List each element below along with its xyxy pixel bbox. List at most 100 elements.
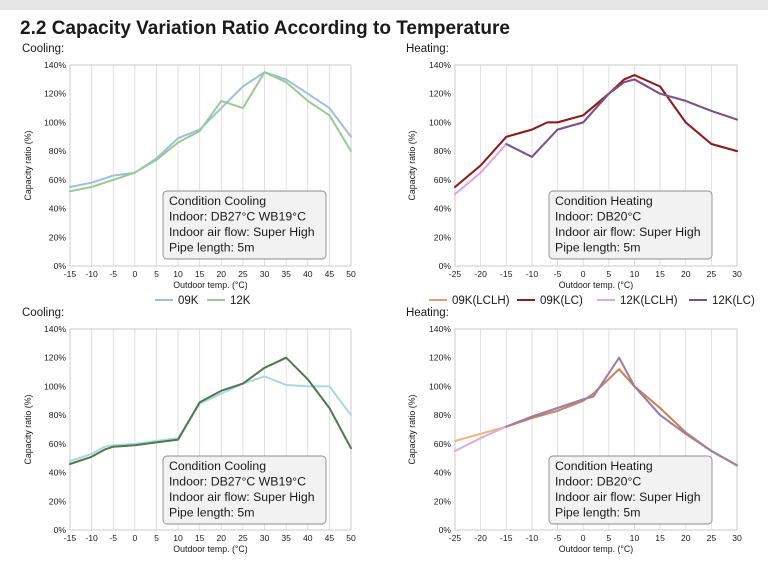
legend-item: 09K xyxy=(155,295,199,307)
x-tick-label: 25 xyxy=(238,269,248,279)
x-tick-label: 15 xyxy=(195,269,205,279)
x-tick-label: 25 xyxy=(238,533,248,543)
x-tick-label: -25 xyxy=(449,269,462,279)
legend-item: 12K(LC) xyxy=(689,295,755,307)
legend-item: 09K(LCLH) xyxy=(429,295,510,307)
y-tick-label: 80% xyxy=(434,410,452,420)
x-tick-label: -5 xyxy=(109,269,117,279)
x-tick-label: 0 xyxy=(581,533,586,543)
y-tick-label: 120% xyxy=(44,353,66,363)
x-tick-label: 40 xyxy=(303,533,313,543)
condition-line: Pipe length: 5m xyxy=(555,506,640,520)
legend-label: 09K(LCLH) xyxy=(452,295,510,307)
condition-line: Pipe length: 5m xyxy=(169,241,254,255)
y-tick-label: 40% xyxy=(49,468,67,478)
condition-box-bg xyxy=(162,190,327,260)
y-tick-label: 100% xyxy=(44,117,66,127)
x-tick-label: 10 xyxy=(630,269,640,279)
x-tick-label: -15 xyxy=(500,269,513,279)
condition-line: Pipe length: 5m xyxy=(555,241,640,255)
panel-label: Heating: xyxy=(406,307,449,319)
y-axis-title: Capacity ratio (%) xyxy=(23,130,33,200)
plot-area xyxy=(454,328,738,531)
y-tick-label: 100% xyxy=(429,117,451,127)
x-tick-label: 5 xyxy=(154,533,159,543)
y-axis-title: Capacity ratio (%) xyxy=(407,130,417,200)
y-tick-label: 0% xyxy=(439,525,452,535)
y-tick-label: 40% xyxy=(49,204,67,214)
condition-box: Condition Cooling Indoor: DB27°C WB19°CIn… xyxy=(162,190,327,260)
condition-line: Pipe length: 5m xyxy=(169,506,254,520)
x-tick-label: 20 xyxy=(217,269,227,279)
y-tick-label: 80% xyxy=(434,146,452,156)
condition-line: Indoor: DB27°C WB19°C xyxy=(169,210,306,224)
y-tick-label: 40% xyxy=(434,468,452,478)
x-tick-label: -10 xyxy=(85,533,98,543)
y-tick-label: 100% xyxy=(44,381,66,391)
panel-label: Cooling: xyxy=(22,307,64,319)
condition-line: Condition Cooling xyxy=(169,459,266,473)
condition-line: Indoor: DB20°C xyxy=(555,475,641,489)
legend-label: 12K xyxy=(230,295,251,307)
x-axis-title: Outdoor temp. (°C) xyxy=(559,544,633,554)
condition-box-bg xyxy=(548,455,713,525)
chart-heating-top: Heating: -25 -20 -15 -10 -5 0 5 10 15 20 25 30 0% 20% 4… xyxy=(406,43,755,307)
legend-item: 12K(LCLH) xyxy=(597,295,678,307)
condition-line: Indoor air flow: Super High xyxy=(555,225,701,239)
y-tick-label: 120% xyxy=(44,89,66,99)
x-tick-label: -10 xyxy=(85,269,98,279)
y-tick-label: 20% xyxy=(434,496,452,506)
series-line-4 xyxy=(505,356,738,467)
series-line-1 xyxy=(69,375,352,463)
series-line-3 xyxy=(454,78,738,196)
x-tick-label: -20 xyxy=(474,269,487,279)
x-tick-label: 45 xyxy=(325,533,335,543)
x-axis-title: Outdoor temp. (°C) xyxy=(173,280,247,290)
x-tick-label: 10 xyxy=(173,533,183,543)
condition-line: Condition Heating xyxy=(555,459,653,473)
x-tick-label: -5 xyxy=(109,533,117,543)
x-tick-label: 15 xyxy=(655,269,665,279)
y-tick-label: 0% xyxy=(439,261,452,271)
x-tick-label: 50 xyxy=(346,269,356,279)
x-tick-label: 30 xyxy=(732,269,742,279)
panel-label: Heating: xyxy=(406,43,449,55)
condition-line: Condition Heating xyxy=(555,194,653,208)
chart-cooling-top: Cooling: -15 -10 -5 0 5 10 15 20 25 30 35 40 45 50 0% 20… xyxy=(22,43,356,307)
x-tick-label: -10 xyxy=(526,269,539,279)
y-tick-label: 60% xyxy=(434,175,452,185)
y-axis-title: Capacity ratio (%) xyxy=(407,394,417,464)
x-tick-label: 5 xyxy=(154,269,159,279)
x-tick-label: 30 xyxy=(732,533,742,543)
x-tick-label: 10 xyxy=(173,269,183,279)
condition-line: Indoor air flow: Super High xyxy=(555,490,701,504)
condition-line: Condition Cooling xyxy=(169,194,266,208)
x-tick-label: 10 xyxy=(630,533,640,543)
chart-cooling-bottom: Cooling: -15 -10 -5 0 5 10 15 20 25 30 35 40 45 50 0% 20… xyxy=(22,307,356,554)
x-tick-label: 35 xyxy=(281,533,291,543)
series-line-2 xyxy=(454,74,738,188)
x-tick-label: 5 xyxy=(606,533,611,543)
y-tick-label: 140% xyxy=(429,324,451,334)
y-tick-label: 140% xyxy=(429,60,451,70)
x-tick-label: -15 xyxy=(64,269,77,279)
x-tick-label: 5 xyxy=(606,269,611,279)
condition-line: Indoor air flow: Super High xyxy=(169,225,315,239)
condition-line: Indoor air flow: Super High xyxy=(169,490,315,504)
series-line-4 xyxy=(505,78,738,158)
y-axis-title: Capacity ratio (%) xyxy=(23,394,33,464)
x-tick-label: 20 xyxy=(681,269,691,279)
x-tick-label: 25 xyxy=(707,533,717,543)
y-tick-label: 0% xyxy=(54,261,67,271)
y-tick-label: 120% xyxy=(429,89,451,99)
x-tick-label: -15 xyxy=(500,533,513,543)
y-tick-label: 80% xyxy=(49,146,67,156)
x-tick-label: -5 xyxy=(554,533,562,543)
series-line-2 xyxy=(454,356,738,467)
x-tick-label: -25 xyxy=(449,533,462,543)
plot-area xyxy=(69,64,352,267)
series-line-1 xyxy=(69,71,352,188)
x-tick-label: 35 xyxy=(281,269,291,279)
panel-label: Cooling: xyxy=(22,43,64,55)
